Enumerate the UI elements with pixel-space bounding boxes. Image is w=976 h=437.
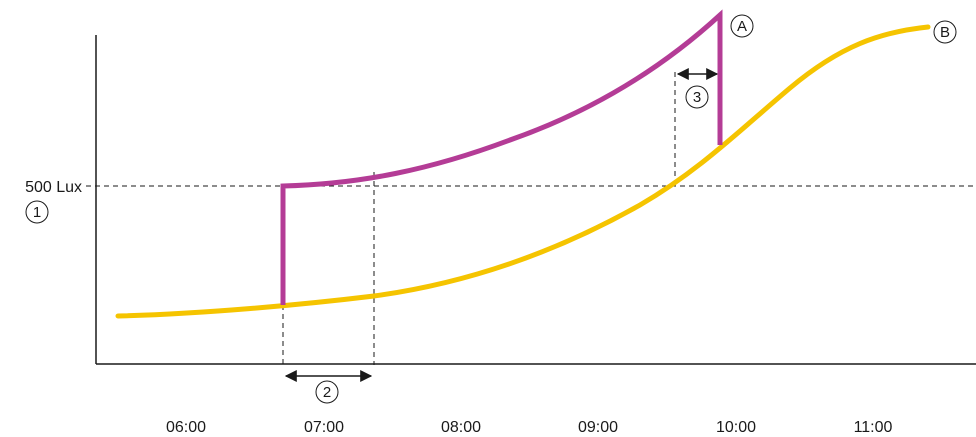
time-tick-1100: 11:00 xyxy=(854,419,893,436)
time-tick-0700: 07:00 xyxy=(304,419,344,436)
callout-a-text: A xyxy=(737,18,747,35)
callout-3: 3 xyxy=(685,85,709,109)
callout-2-text: 2 xyxy=(323,384,331,401)
callout-a-circle xyxy=(730,14,754,38)
threshold-label: 500 Lux xyxy=(25,179,82,196)
callout-a: A xyxy=(730,14,754,38)
callout-1-text: 1 xyxy=(33,204,41,221)
time-tick-0900: 09:00 xyxy=(578,419,618,436)
callout-2-circle xyxy=(315,380,339,404)
callout-b-text: B xyxy=(940,24,950,41)
callout-2: 2 xyxy=(315,380,339,404)
callout-1: 1 xyxy=(25,200,49,224)
callout-b: B xyxy=(933,20,957,44)
callout-b-circle xyxy=(933,20,957,44)
time-tick-0800: 08:00 xyxy=(441,419,481,436)
callout-1-circle xyxy=(25,200,49,224)
curve-a xyxy=(280,9,723,305)
time-tick-1000: 10:00 xyxy=(716,419,756,436)
curve-b xyxy=(115,24,931,319)
callout-3-circle xyxy=(685,85,709,109)
time-tick-0600: 06:00 xyxy=(166,419,206,436)
callout-3-text: 3 xyxy=(693,89,701,106)
